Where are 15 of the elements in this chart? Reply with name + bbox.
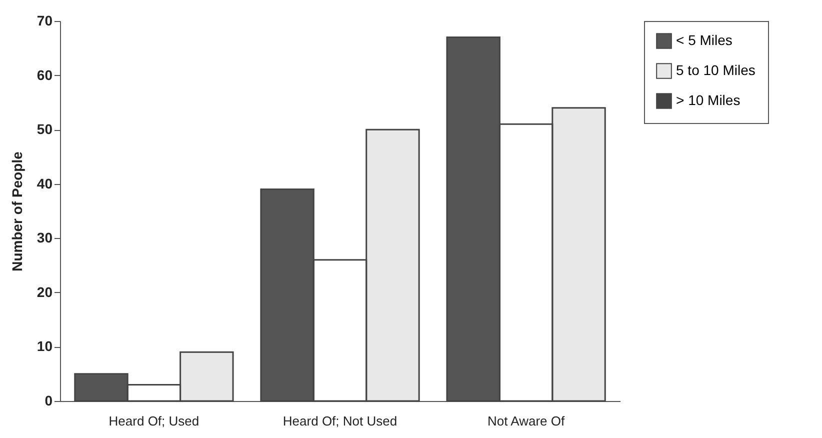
x-tick-label: Heard Of; Not Used: [282, 414, 398, 428]
y-tick-label: 50: [36, 121, 53, 138]
legend-label: > 10 Miles: [676, 92, 740, 108]
legend-label: < 5 Miles: [676, 32, 732, 48]
y-tick-label: 40: [36, 175, 53, 192]
y-tick-label: 30: [36, 230, 53, 246]
y-tick-label: 60: [36, 66, 53, 83]
y-axis-title: Number of People: [8, 151, 25, 272]
y-tick-label: 70: [36, 12, 53, 28]
x-tick-label: Heard Of; Used: [108, 414, 200, 428]
y-tick-label: 0: [44, 392, 53, 408]
legend-label: 5 to 10 Miles: [676, 62, 756, 78]
y-tick-label: 10: [36, 338, 53, 354]
x-tick-label: Not Aware Of: [488, 414, 565, 428]
y-tick-label: 20: [36, 284, 53, 300]
